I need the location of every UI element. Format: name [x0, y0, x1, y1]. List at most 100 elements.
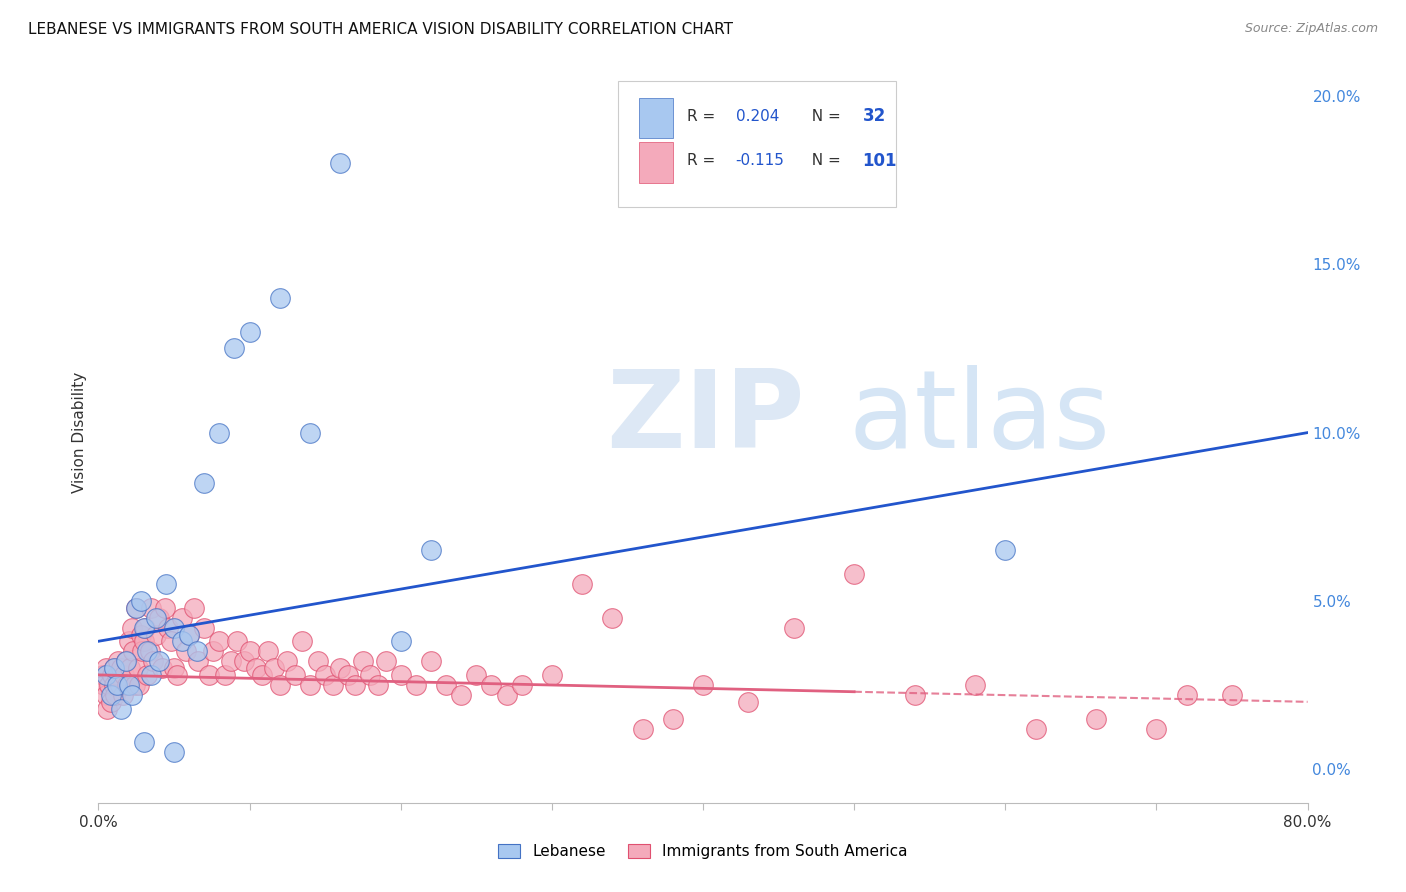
Point — [122, 644, 145, 658]
Point — [307, 655, 329, 669]
Point — [115, 678, 138, 692]
Point — [193, 476, 215, 491]
Text: ZIP: ZIP — [606, 365, 804, 471]
Point — [127, 661, 149, 675]
Point — [153, 600, 176, 615]
Point — [114, 655, 136, 669]
Point — [141, 668, 163, 682]
Text: 101: 101 — [863, 152, 897, 169]
Point — [965, 678, 987, 692]
Point — [367, 678, 389, 692]
Point — [94, 668, 117, 682]
Point — [214, 668, 236, 682]
Point — [94, 688, 117, 702]
Point — [450, 688, 472, 702]
Point — [170, 634, 193, 648]
Point — [128, 678, 150, 692]
Point — [226, 634, 249, 648]
Point — [495, 688, 517, 702]
Point — [156, 621, 179, 635]
Point — [389, 668, 412, 682]
Point — [661, 712, 683, 726]
Point — [239, 325, 262, 339]
Point — [322, 678, 344, 692]
Point — [245, 661, 267, 675]
Point — [374, 655, 396, 669]
Point — [94, 661, 117, 675]
Point — [465, 668, 488, 682]
Point — [139, 644, 162, 658]
Point — [360, 668, 382, 682]
Point — [118, 634, 141, 648]
Point — [110, 661, 132, 675]
Point — [202, 644, 225, 658]
Point — [571, 577, 593, 591]
Text: 32: 32 — [863, 108, 886, 126]
Point — [208, 425, 231, 440]
Point — [103, 661, 125, 675]
Point — [782, 621, 804, 635]
Point — [1220, 688, 1243, 702]
Point — [104, 688, 127, 702]
Point — [276, 655, 298, 669]
Point — [100, 688, 122, 702]
Point — [299, 678, 322, 692]
Point — [186, 644, 208, 658]
Point — [101, 668, 124, 682]
Bar — [638, 142, 673, 183]
Point — [132, 621, 155, 635]
Point — [256, 644, 278, 658]
Point — [481, 678, 503, 692]
Point — [540, 668, 562, 682]
Point — [314, 668, 336, 682]
Point — [389, 634, 412, 648]
Point — [91, 668, 114, 682]
Point — [405, 678, 427, 692]
Text: -0.115: -0.115 — [735, 153, 785, 169]
Point — [105, 668, 128, 682]
Point — [141, 600, 163, 615]
Point — [174, 644, 197, 658]
Point — [250, 668, 273, 682]
Text: 0.204: 0.204 — [735, 109, 779, 124]
Point — [284, 668, 307, 682]
Point — [187, 655, 209, 669]
Point — [737, 695, 759, 709]
Legend: Lebanese, Immigrants from South America: Lebanese, Immigrants from South America — [492, 838, 914, 865]
Point — [148, 611, 170, 625]
Point — [112, 668, 135, 682]
Point — [419, 655, 441, 669]
Point — [329, 661, 352, 675]
Point — [692, 678, 714, 692]
Point — [129, 594, 152, 608]
Point — [183, 600, 205, 615]
Point — [107, 655, 129, 669]
Point — [1144, 722, 1167, 736]
Point — [121, 621, 143, 635]
Point — [125, 600, 148, 615]
Text: Source: ZipAtlas.com: Source: ZipAtlas.com — [1244, 22, 1378, 36]
Point — [148, 655, 170, 669]
FancyBboxPatch shape — [619, 81, 897, 207]
Point — [344, 678, 367, 692]
Point — [166, 668, 188, 682]
Point — [93, 678, 115, 692]
Point — [155, 577, 177, 591]
Point — [232, 655, 254, 669]
Point — [170, 611, 193, 625]
Point — [121, 688, 143, 702]
Point — [134, 621, 156, 635]
Point — [111, 688, 134, 702]
Point — [352, 655, 374, 669]
Point — [142, 655, 165, 669]
Point — [510, 678, 533, 692]
Point — [434, 678, 457, 692]
Point — [150, 661, 173, 675]
Point — [329, 156, 352, 170]
Point — [163, 745, 186, 759]
Point — [96, 701, 118, 715]
Point — [98, 678, 121, 692]
Point — [239, 644, 262, 658]
Text: R =: R = — [688, 153, 720, 169]
Point — [419, 543, 441, 558]
